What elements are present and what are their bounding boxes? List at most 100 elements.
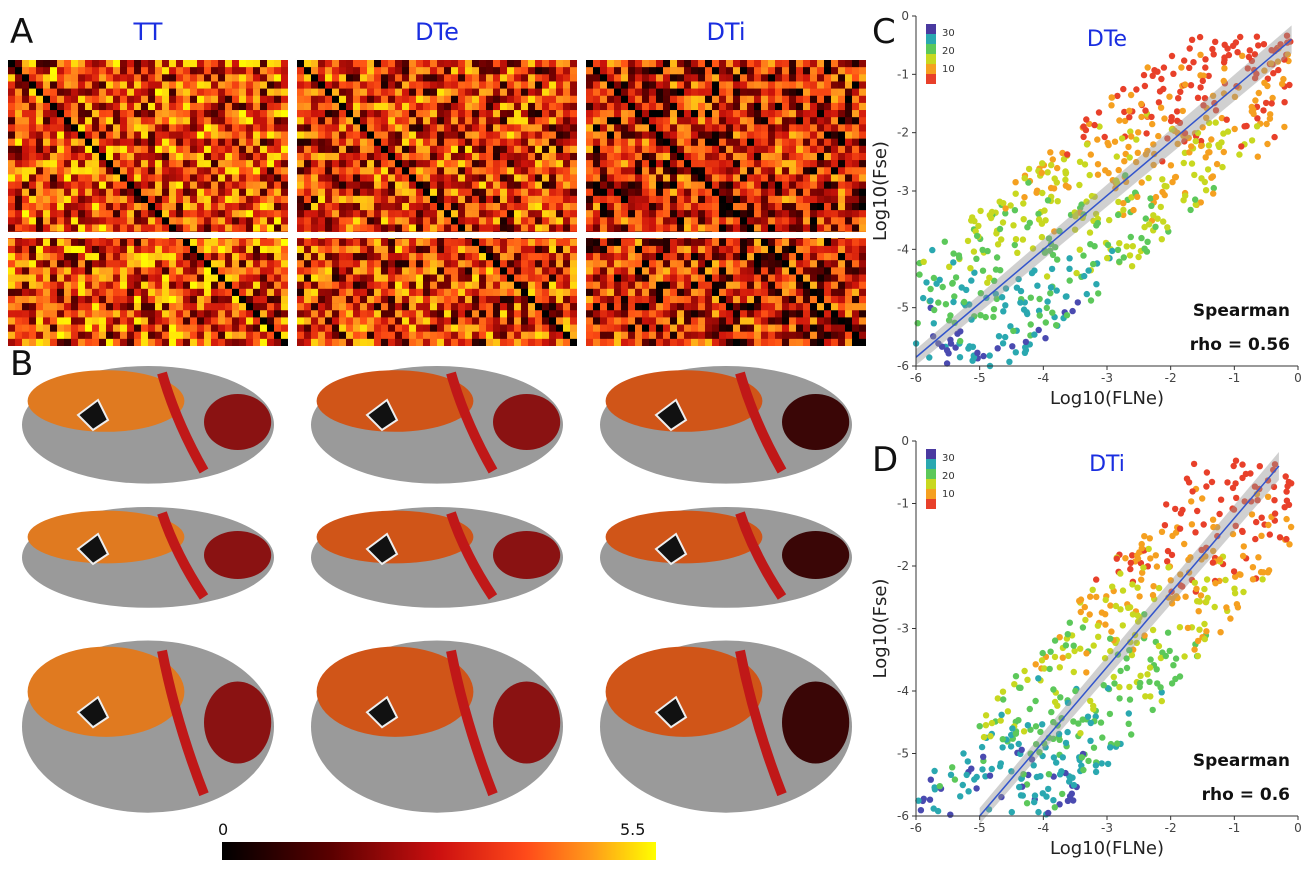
scatter-point [1062,176,1069,183]
scatter-point [1281,123,1288,131]
scatter-point [1126,107,1133,115]
scatter-point [1110,673,1117,681]
scatter-point [1240,588,1247,596]
scatter-point [1066,619,1073,626]
scatter-point [1024,722,1032,729]
scatter-point [1232,39,1240,46]
scatter-point [977,312,984,319]
scatter-point [1120,85,1127,93]
annotation-spearman: Spearman [1193,751,1290,771]
scatter-point [1092,210,1100,218]
scatter-point [1194,637,1202,645]
scatter-point [1174,140,1181,147]
scatter-point [1155,99,1163,106]
scatter-point [1123,243,1130,250]
scatter-point [1209,45,1216,53]
scatter-point [994,695,1001,702]
scatter-point [1149,591,1157,599]
scatter-point [998,793,1005,801]
scatter-point [1197,142,1205,150]
scatter-point [1187,554,1194,561]
scatter-point [1096,123,1103,130]
scatter-point [1136,593,1143,600]
scatter-point [941,238,948,245]
scatter-point [1269,94,1276,102]
scatter-point [1049,156,1056,163]
scatter-point [1070,642,1077,649]
scatter-point [1193,585,1200,592]
scatter-point [1093,576,1100,583]
scatter-point [1200,72,1207,79]
scatter-point [1081,272,1088,280]
scatter-point [1271,510,1279,517]
scatter-point [1128,651,1136,659]
scatter-point [1210,190,1217,197]
scatter-point [1120,206,1127,214]
scatter-point [951,293,958,300]
scatter-point [1264,82,1271,90]
scatter-point [1146,664,1154,671]
scatter-point [1006,358,1013,365]
scatter-point [1008,808,1015,816]
scatter-point [973,232,981,240]
scatter-point [1142,215,1149,222]
scatter-point [1055,730,1063,738]
scatter-point [1065,652,1072,660]
scatter-point [1079,716,1086,723]
scatter-point [1063,312,1071,319]
scatter-point [1267,60,1275,67]
scatter-point [1062,739,1070,747]
scatter-point [1059,754,1066,761]
scatter-point [1139,569,1146,576]
scatter-point [971,269,978,276]
y-tick-label: -2 [897,559,909,573]
scatter-point [1051,653,1059,661]
scatter-point [993,254,1001,261]
scatter-point [1081,603,1088,611]
brain-surface-2-1 [600,507,852,608]
scatter-point [1175,95,1182,102]
legend-tick-label: 20 [942,471,955,482]
scatter-point [1205,119,1213,127]
scatter-point [1032,697,1039,705]
scatter-point [1192,138,1199,145]
y-tick-label: -5 [897,301,909,315]
brain-surface-2-2 [600,640,852,813]
scatter-point [1188,498,1195,505]
colorbar-max-label: 5.5 [620,820,646,839]
connectivity-matrix-tt [8,60,288,346]
scatter-point [973,255,980,262]
scatter-point [1136,683,1143,691]
scatter-point [1197,51,1204,58]
scatter-point [1021,194,1028,201]
scatter-point [1220,148,1227,156]
y-tick-label: -2 [897,126,909,140]
scatter-point [1282,473,1289,480]
scatter-point [1059,790,1066,798]
scatter-point [1004,708,1012,715]
scatter-point [1194,94,1202,102]
scatter-point [1254,497,1261,504]
scatter-point [1126,154,1133,161]
scatter-point [1127,559,1134,566]
scatter-point [970,248,978,255]
scatter-point [957,337,964,345]
scatter-point [1041,249,1049,256]
scatter-point [1115,166,1122,174]
scatter-point [1108,628,1115,635]
scatter-point [1114,246,1122,254]
scatter-point [1142,107,1149,114]
scatter-point [1129,611,1137,618]
scatter-point [1107,602,1114,609]
scatter-point [1104,254,1111,262]
scatter-point [1128,133,1135,140]
scatter-point [1089,586,1096,593]
scatter-point [942,301,950,308]
scatter-point [934,807,942,815]
scatter-point [1133,136,1140,143]
scatter-point [1094,171,1102,178]
scatter-point [1121,158,1128,165]
scatter-point [1022,338,1030,346]
scatter-point [952,344,959,351]
scatter-point [1000,696,1007,703]
